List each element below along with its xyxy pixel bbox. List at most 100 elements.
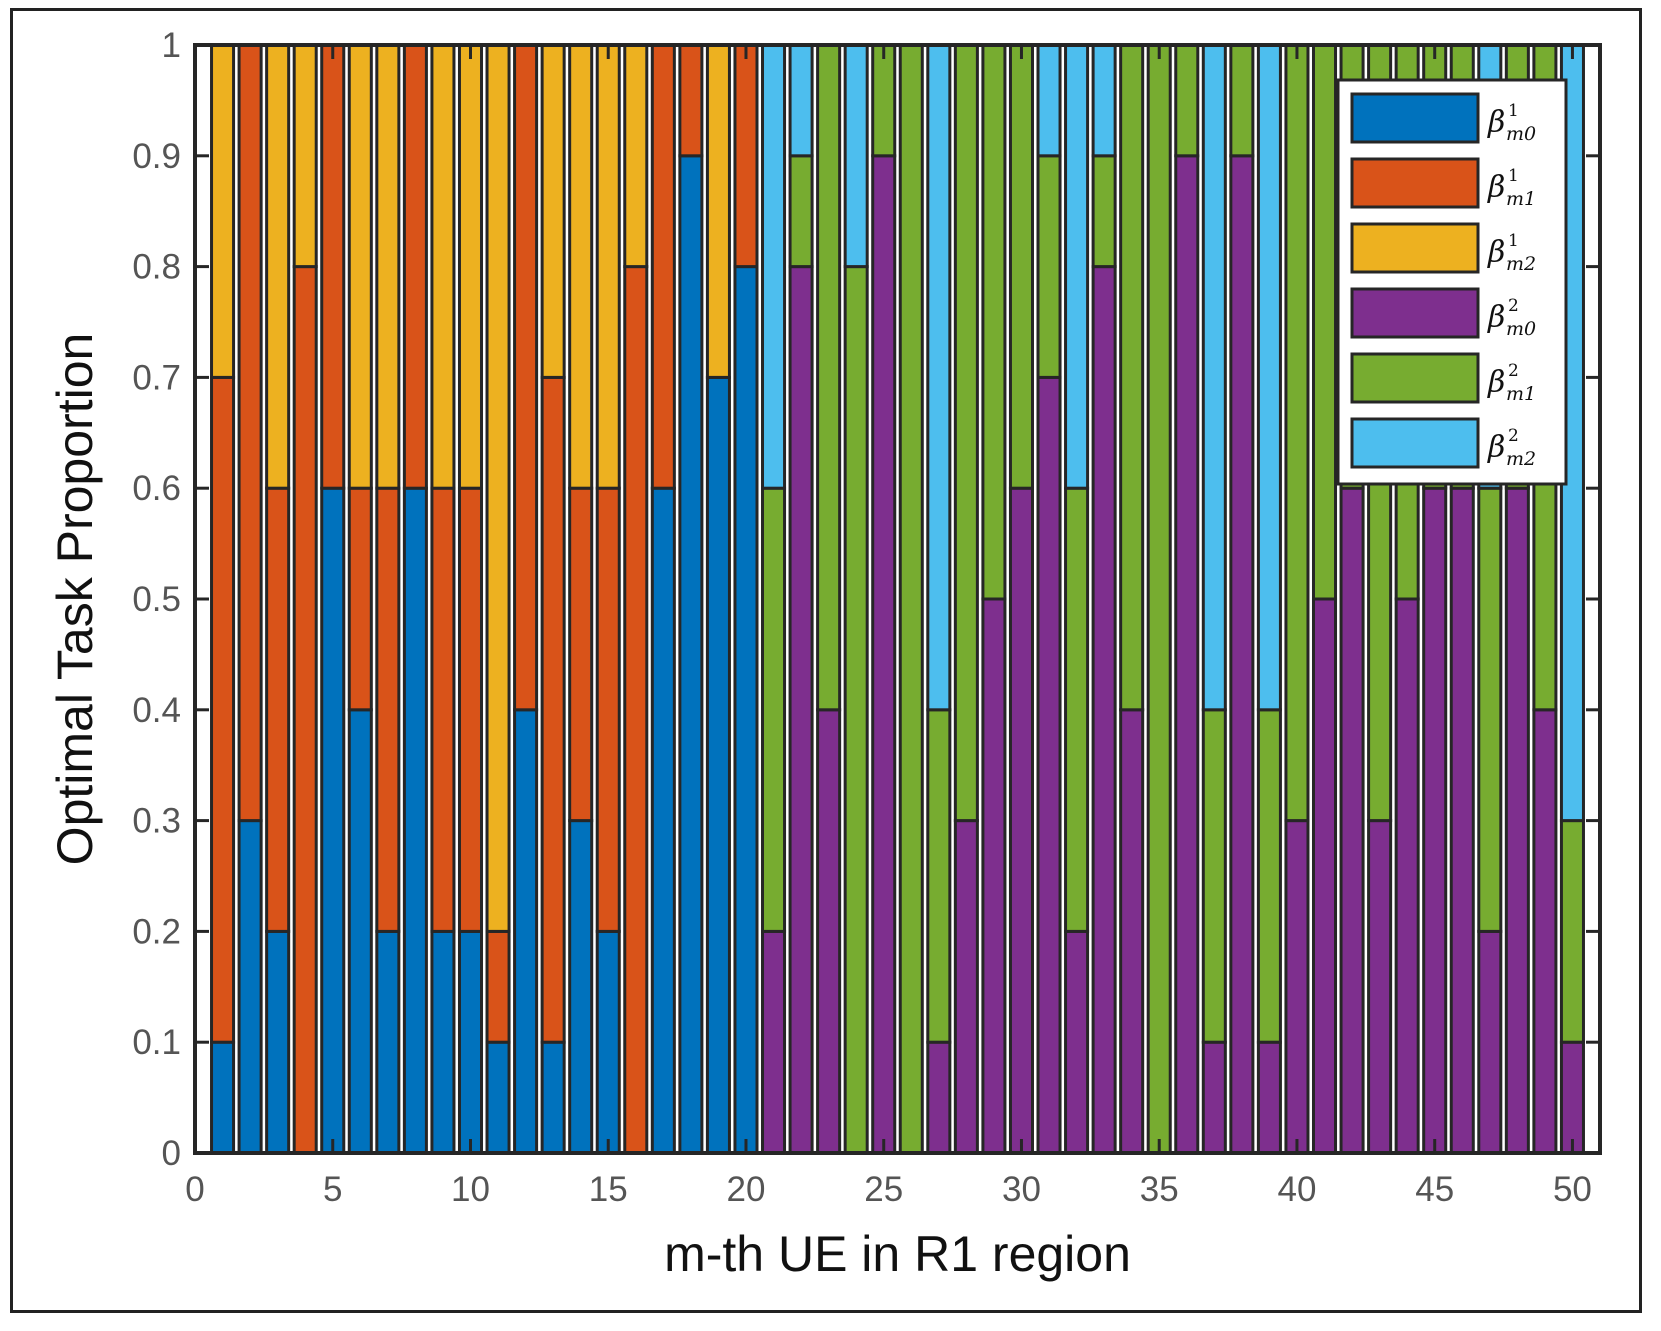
bar-ue32-series6 [1064, 43, 1090, 490]
bar-ue6-series2 [347, 486, 373, 712]
bar-ue19-series3 [705, 43, 731, 379]
bar-ue7-series1 [375, 929, 401, 1155]
bar-ue11-series2 [485, 929, 511, 1044]
bar-ue39-series5 [1256, 708, 1282, 1044]
bar-ue1-series1 [210, 1040, 236, 1155]
bar-ue37-series5 [1201, 708, 1227, 1044]
bar-ue13-series1 [540, 1040, 566, 1155]
bar-ue35-series5 [1146, 43, 1172, 1155]
bar-ue3-series2 [265, 486, 291, 933]
bar-ue5-series2 [320, 43, 346, 490]
bar-ue21-series4 [761, 929, 787, 1155]
legend-label-sub: m1 [1506, 188, 1536, 210]
bar-ue14-series1 [568, 819, 594, 1155]
bar-ue43-series4 [1367, 819, 1393, 1155]
y-tick-label: 0 [162, 1134, 181, 1173]
bar-ue36-series4 [1174, 154, 1200, 1155]
bar-ue22-series4 [788, 265, 814, 1155]
x-tick-label: 20 [727, 1170, 766, 1209]
bar-ue9-series2 [430, 486, 456, 933]
bar-ue27-series5 [926, 708, 952, 1044]
bar-ue47-series4 [1477, 929, 1503, 1155]
bar-ue8-series1 [402, 486, 428, 1155]
legend-label-sub: m0 [1506, 123, 1536, 145]
bar-ue6-series3 [347, 43, 373, 490]
bar-ue47-series5 [1477, 486, 1503, 933]
x-tick-label: 35 [1140, 1170, 1179, 1209]
bar-ue20-series1 [733, 265, 759, 1155]
bar-ue28-series4 [953, 819, 979, 1155]
bar-ue48-series4 [1504, 486, 1530, 1155]
bar-ue46-series4 [1449, 486, 1475, 1155]
bar-ue4-series2 [292, 265, 318, 1155]
bar-ue42-series4 [1339, 486, 1365, 1155]
bar-ue41-series5 [1311, 43, 1338, 601]
bar-ue36-series5 [1174, 43, 1200, 158]
bar-ue10-series2 [457, 486, 484, 933]
bar-ue31-series5 [1036, 154, 1062, 379]
x-axis-title: m-th UE in R1 region [664, 1226, 1131, 1282]
bar-ue16-series3 [623, 43, 649, 269]
bar-ue21-series5 [761, 486, 787, 933]
tick-labels-layer: 0 5 10 15 20 25 30 35 40 45 50 0 0.1 0.2 0.3 0.4 0.5 0.6 0… [132, 26, 1592, 1209]
legend-swatch [1350, 287, 1480, 339]
bar-ue34-series5 [1119, 43, 1145, 712]
bar-ue29-series5 [981, 43, 1007, 601]
bar-ue45-series4 [1422, 486, 1448, 1155]
bar-ue50-series5 [1559, 819, 1585, 1044]
y-tick-label: 0.1 [132, 1023, 181, 1062]
y-tick-label: 0.6 [132, 469, 181, 508]
legend-swatch [1350, 417, 1480, 469]
y-tick-label: 0.7 [132, 358, 181, 397]
y-tick-label: 0.5 [132, 580, 181, 619]
x-tick-label: 25 [864, 1170, 903, 1209]
bar-ue3-series1 [265, 929, 291, 1155]
legend-box [1336, 78, 1568, 486]
plot-area-border [193, 43, 1602, 1155]
bar-ue15-series1 [595, 929, 621, 1155]
bar-ue2-series1 [237, 819, 263, 1155]
bar-ue7-series3 [375, 43, 401, 490]
bar-ue38-series5 [1229, 43, 1255, 158]
bar-ue22-series6 [788, 43, 814, 158]
bar-ue7-series2 [375, 486, 401, 933]
bar-ue8-series2 [402, 43, 428, 490]
bar-ue9-series1 [430, 929, 456, 1155]
legend-label-sub: m2 [1506, 448, 1536, 470]
x-tick-label: 30 [1002, 1170, 1041, 1209]
legend-label-sup: 2 [1508, 361, 1519, 381]
bar-ue9-series3 [430, 43, 456, 490]
bar-ue20-series2 [733, 43, 759, 269]
legend-swatch [1350, 92, 1480, 144]
legend-label: β [1487, 430, 1505, 465]
bar-ue13-series3 [540, 43, 566, 379]
legend-swatch [1350, 222, 1480, 274]
bar-ue27-series4 [926, 1040, 952, 1155]
bar-ue26-series5 [898, 43, 924, 1155]
bar-ue40-series5 [1284, 43, 1310, 823]
bar-ue21-series6 [761, 43, 787, 490]
bar-ue23-series5 [816, 43, 842, 712]
legend-swatch [1350, 352, 1480, 404]
bar-ue6-series1 [347, 708, 373, 1155]
bar-ue5-series1 [320, 486, 346, 1155]
legend-label: β [1487, 170, 1505, 205]
bar-ue18-series1 [678, 154, 704, 1155]
bar-ue39-series4 [1256, 1040, 1282, 1155]
legend-swatch [1350, 157, 1480, 209]
legend-label-sup: 2 [1508, 296, 1519, 316]
bar-ue24-series6 [843, 43, 869, 269]
bar-ue15-series2 [595, 486, 621, 933]
legend-label-sup: 1 [1508, 231, 1519, 251]
legend-label-sub: m2 [1506, 253, 1536, 275]
bar-ue30-series4 [1008, 486, 1034, 1155]
bar-ue33-series6 [1091, 43, 1117, 158]
legend-label-sup: 1 [1508, 166, 1519, 186]
legend-label-sup: 2 [1508, 426, 1519, 446]
bar-ue49-series4 [1532, 708, 1558, 1155]
legend-label-sup: 1 [1508, 101, 1519, 121]
x-tick-label: 45 [1415, 1170, 1454, 1209]
bar-ue34-series4 [1119, 708, 1145, 1155]
bar-ue27-series6 [926, 43, 952, 712]
legend-label: β [1487, 235, 1505, 270]
